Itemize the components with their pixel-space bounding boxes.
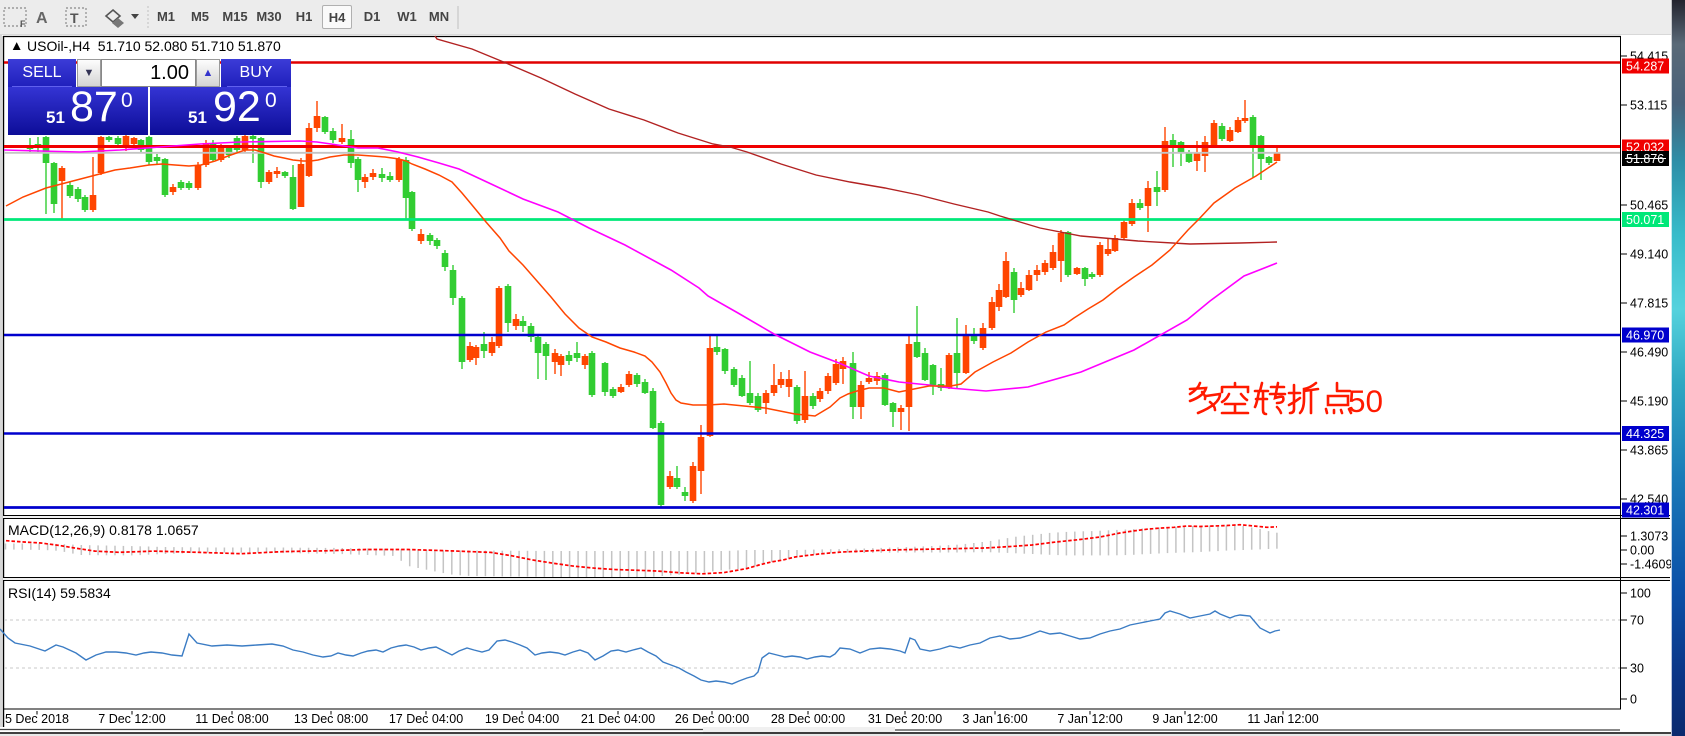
svg-text:9 Jan 12:00: 9 Jan 12:00 (1152, 712, 1217, 726)
svg-text:11 Jan 12:00: 11 Jan 12:00 (1247, 712, 1318, 726)
svg-text:46.970: 46.970 (1626, 329, 1664, 343)
svg-text:3 Jan 16:00: 3 Jan 16:00 (962, 712, 1027, 726)
svg-text:30: 30 (1630, 662, 1644, 676)
svg-text:F: F (20, 19, 26, 29)
svg-text:46.490: 46.490 (1630, 346, 1668, 360)
svg-text:1.3073: 1.3073 (1630, 530, 1668, 544)
svg-text:USOil-,H4 51.710 52.080 51.71: USOil-,H4 51.710 52.080 51.710 51.870 (27, 38, 281, 54)
svg-text:RSI(14) 59.5834: RSI(14) 59.5834 (8, 585, 111, 601)
svg-text:-1.4609: -1.4609 (1630, 558, 1672, 572)
svg-text:50: 50 (1348, 383, 1383, 419)
svg-text:50.465: 50.465 (1630, 199, 1668, 213)
svg-text:31 Dec 20:00: 31 Dec 20:00 (868, 712, 942, 726)
svg-text:53.115: 53.115 (1630, 99, 1667, 113)
svg-text:47.815: 47.815 (1630, 297, 1668, 311)
svg-text:13 Dec 08:00: 13 Dec 08:00 (294, 712, 368, 726)
svg-text:28 Dec 00:00: 28 Dec 00:00 (771, 712, 845, 726)
svg-text:43.865: 43.865 (1630, 444, 1668, 458)
svg-text:70: 70 (1630, 614, 1644, 628)
svg-text:19 Dec 04:00: 19 Dec 04:00 (485, 712, 559, 726)
svg-text:A: A (36, 10, 48, 27)
svg-text:5 Dec 2018: 5 Dec 2018 (5, 712, 69, 726)
svg-text:17 Dec 04:00: 17 Dec 04:00 (389, 712, 463, 726)
svg-text:▲: ▲ (10, 38, 23, 53)
svg-text:11 Dec 08:00: 11 Dec 08:00 (195, 712, 268, 726)
svg-text:54.287: 54.287 (1626, 60, 1664, 74)
svg-text:100: 100 (1630, 587, 1651, 601)
svg-text:21 Dec 04:00: 21 Dec 04:00 (581, 712, 655, 726)
svg-text:50.071: 50.071 (1626, 213, 1664, 227)
svg-text:T: T (70, 10, 79, 26)
svg-text:26 Dec 00:00: 26 Dec 00:00 (675, 712, 749, 726)
svg-text:49.140: 49.140 (1630, 248, 1668, 262)
svg-text:42.301: 42.301 (1626, 504, 1664, 518)
svg-text:45.190: 45.190 (1630, 395, 1668, 409)
svg-text:7 Dec 12:00: 7 Dec 12:00 (98, 712, 165, 726)
svg-text:0.00: 0.00 (1630, 544, 1654, 558)
svg-text:0: 0 (1630, 693, 1637, 707)
svg-text:7 Jan 12:00: 7 Jan 12:00 (1057, 712, 1122, 726)
svg-text:44.325: 44.325 (1626, 427, 1664, 441)
svg-text:MACD(12,26,9) 0.8178 1.0657: MACD(12,26,9) 0.8178 1.0657 (8, 522, 199, 538)
